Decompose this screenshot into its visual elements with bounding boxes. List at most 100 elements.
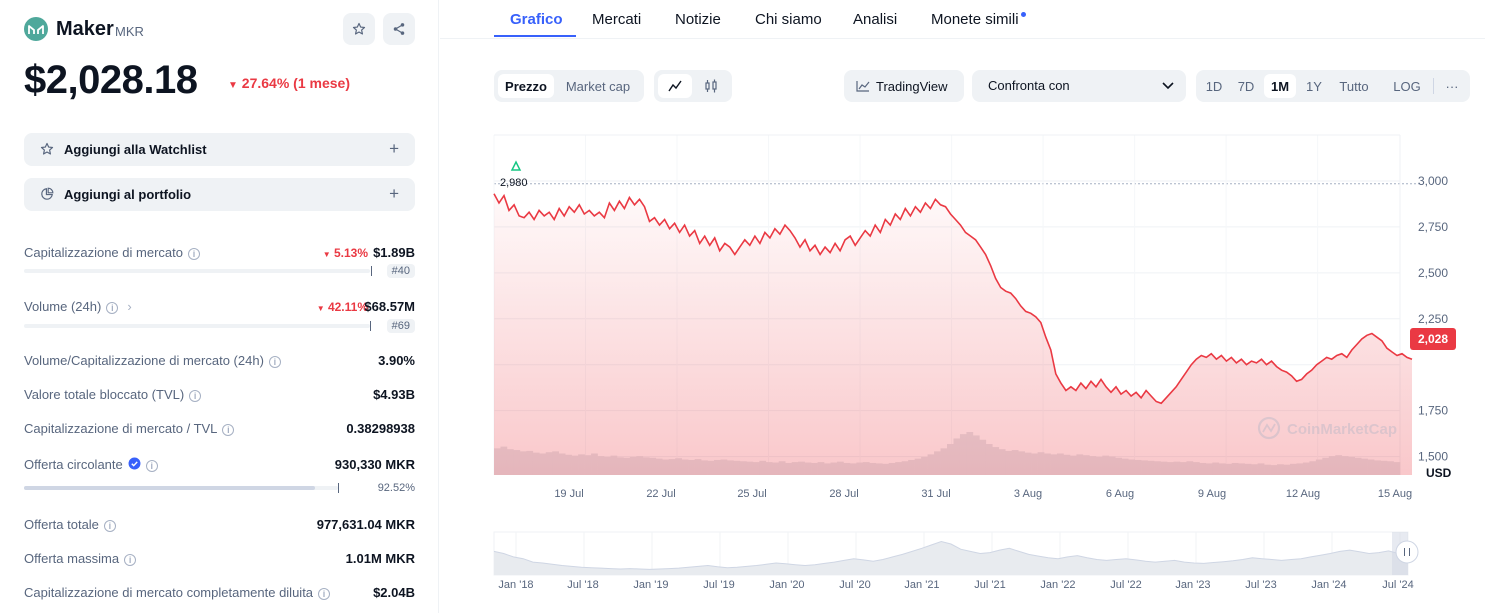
mcap-toggle-button[interactable]: Market cap (565, 78, 631, 94)
candlestick-icon (705, 79, 717, 93)
navigator-tick-label: Jan '24 (1311, 579, 1346, 591)
stat-max-supply: Offerta massima i 1.01M MKR (24, 551, 415, 569)
tab-grafico[interactable]: Grafico (510, 11, 563, 28)
tab-mercati[interactable]: Mercati (592, 11, 642, 28)
info-icon[interactable]: i (187, 248, 200, 260)
info-icon[interactable]: i (268, 356, 281, 368)
rank-bar (24, 269, 370, 273)
high-marker: 2,980 (500, 160, 528, 189)
tab-chi-siamo[interactable]: Chi siamo (755, 11, 822, 28)
navigator-tick-label: Jul '23 (1245, 579, 1276, 591)
triangle-up-icon (510, 160, 522, 171)
chart-type-toggle (654, 70, 732, 102)
price-change-value: 27.64% (1 mese) (241, 75, 350, 91)
coin-header: Maker MKR (24, 13, 415, 45)
stat-value: $1.89B (373, 245, 415, 260)
watermark-text: CoinMarketCap (1287, 421, 1397, 438)
range-1d-button[interactable]: 1D (1205, 78, 1223, 94)
stat-label: Volume/Capitalizzazione di mercato (24h)… (24, 353, 281, 368)
y-tick-label: 1,750 (1418, 404, 1448, 418)
info-icon[interactable]: i (222, 424, 235, 436)
price-chart[interactable]: 3,000 2,750 2,500 2,250 1,750 1,500 19 Jul 22 … (440, 120, 1485, 613)
range-7d-button[interactable]: 7D (1237, 78, 1255, 94)
range-1y-button[interactable]: 1Y (1306, 78, 1322, 94)
stat-value: 0.38298938 (346, 421, 415, 436)
tradingview-button[interactable]: TradingView (844, 70, 964, 102)
y-tick-label: 3,000 (1418, 174, 1448, 188)
tab-notizie[interactable]: Notizie (675, 11, 721, 28)
navigator-tick-label: Jan '19 (633, 579, 668, 591)
y-unit-label: USD (1426, 466, 1452, 480)
stat-label: Capitalizzazione di mercato completament… (24, 585, 331, 600)
stat-volume: Volume (24h) i › ▼ 42.11% $68.57M #69 (24, 299, 415, 335)
supply-bar (24, 486, 338, 490)
stat-fdv: Capitalizzazione di mercato completament… (24, 585, 415, 603)
stat-total-supply: Offerta totale i 977,631.04 MKR (24, 517, 415, 535)
info-icon[interactable]: i (145, 460, 158, 472)
compare-select[interactable]: Confronta con (972, 70, 1186, 102)
navigator-tick-label: Jan '23 (1175, 579, 1210, 591)
info-icon[interactable]: i (318, 588, 331, 600)
line-chart-button[interactable] (658, 74, 692, 98)
info-icon[interactable]: i (124, 554, 137, 566)
info-icon[interactable]: i (103, 520, 116, 532)
current-price-tag: 2,028 (1410, 328, 1456, 350)
plus-icon: + (389, 139, 399, 158)
more-options-button[interactable]: ··· (1445, 78, 1459, 94)
chevron-right-icon[interactable]: › (127, 299, 132, 314)
stat-value: 930,330 MKR (334, 457, 415, 472)
stat-value: 977,631.04 MKR (316, 517, 415, 532)
price-area (494, 193, 1412, 476)
tradingview-label: TradingView (876, 78, 948, 94)
price-toggle-button[interactable]: Prezzo (498, 74, 554, 98)
x-tick-label: 25 Jul (737, 488, 766, 500)
chevron-down-icon (1162, 82, 1174, 90)
add-watchlist-button[interactable]: Aggiungi alla Watchlist + (24, 133, 415, 166)
rank-badge: #40 (386, 264, 415, 278)
pie-chart-icon (41, 187, 54, 200)
navigator-tick-label: Jul '24 (1382, 579, 1413, 591)
add-portfolio-button[interactable]: Aggiungi al portfolio + (24, 178, 415, 211)
cmc-logo-icon (1257, 416, 1281, 440)
stat-label: Offerta circolante i (24, 457, 158, 472)
info-icon[interactable]: i (189, 390, 202, 402)
navigator-tick-label: Jan '20 (769, 579, 804, 591)
log-scale-button[interactable]: LOG (1393, 78, 1421, 94)
price-line (493, 193, 1413, 405)
stat-label: Offerta totale i (24, 517, 116, 532)
stat-label: Capitalizzazione di mercato / TVL i (24, 421, 235, 436)
x-tick-label: 3 Aug (1014, 488, 1042, 500)
range-1m-button[interactable]: 1M (1264, 74, 1296, 98)
rank-badge: #69 (386, 319, 415, 333)
x-tick-label: 19 Jul (554, 488, 583, 500)
navigator-tick-label: Jul '19 (703, 579, 734, 591)
share-icon (393, 23, 405, 35)
coin-name: Maker (56, 18, 114, 40)
share-button[interactable] (383, 13, 415, 45)
info-icon[interactable]: i (106, 302, 119, 314)
coin-sidebar: Maker MKR $2,028.18 ▼ 27.64% (1 mese) Ag… (0, 0, 439, 613)
star-icon (352, 22, 366, 35)
tab-monete-simili[interactable]: Monete simili (931, 11, 1019, 28)
rank-bar-marker (370, 321, 371, 331)
star-button[interactable] (343, 13, 375, 45)
active-tab-indicator (494, 35, 576, 37)
stat-value: $68.57M (364, 299, 415, 314)
coinmarketcap-watermark: CoinMarketCap (1257, 416, 1397, 440)
range-all-button[interactable]: Tutto (1339, 78, 1369, 94)
x-tick-label: 9 Aug (1198, 488, 1226, 500)
navigator-tick-label: Jan '18 (498, 579, 533, 591)
tabs-divider (440, 38, 1485, 39)
caret-down-icon: ▼ (228, 80, 238, 91)
range-navigator[interactable] (493, 531, 1419, 576)
y-tick-label: 2,500 (1418, 266, 1448, 280)
verified-badge-icon (128, 457, 141, 470)
stat-circulating-supply: Offerta circolante i 930,330 MKR 92.52% (24, 457, 415, 497)
navigator-tick-label: Jul '18 (567, 579, 598, 591)
plus-icon: + (389, 184, 399, 203)
stat-value: $4.93B (373, 387, 415, 402)
x-tick-label: 6 Aug (1106, 488, 1134, 500)
y-tick-label: 2,750 (1418, 220, 1448, 234)
tab-analisi[interactable]: Analisi (853, 11, 898, 28)
candlestick-chart-button[interactable] (694, 74, 728, 98)
